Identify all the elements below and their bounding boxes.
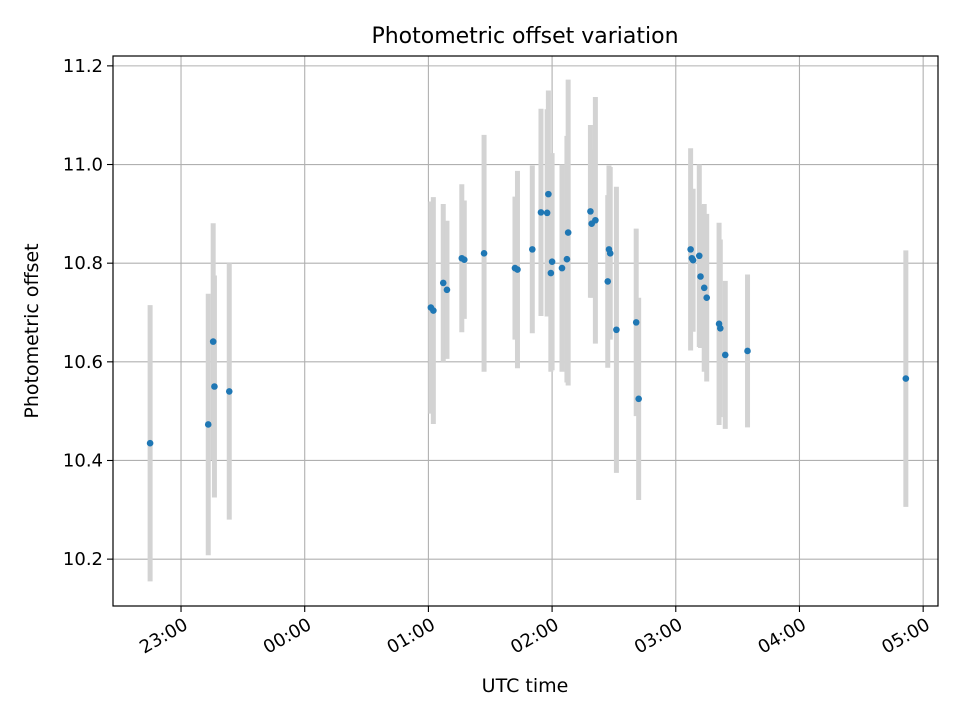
data-point bbox=[700, 284, 708, 292]
data-point bbox=[613, 326, 620, 334]
data-point bbox=[225, 388, 233, 395]
data-point bbox=[695, 252, 703, 260]
data-point bbox=[689, 256, 697, 264]
x-tick-label: 05:00 bbox=[878, 614, 933, 658]
y-tick-label: 10.4 bbox=[63, 450, 103, 471]
data-point bbox=[543, 209, 551, 217]
data-point bbox=[558, 264, 566, 272]
y-tick-label: 10.2 bbox=[63, 549, 103, 570]
data-point bbox=[480, 250, 488, 257]
data-point bbox=[564, 229, 572, 236]
data-point bbox=[430, 307, 437, 314]
data-point bbox=[209, 338, 217, 345]
x-tick-label: 04:00 bbox=[755, 614, 810, 658]
x-tick-label: 00:00 bbox=[260, 614, 315, 658]
data-point bbox=[632, 319, 640, 326]
y-tick-label: 10.6 bbox=[63, 352, 103, 373]
y-tick-label: 11.0 bbox=[63, 155, 103, 176]
chart-title: Photometric offset variation bbox=[371, 24, 678, 49]
data-point bbox=[606, 250, 614, 257]
data-point bbox=[204, 421, 212, 428]
x-tick-label: 03:00 bbox=[631, 614, 686, 658]
data-point bbox=[146, 439, 154, 447]
data-point bbox=[587, 208, 594, 215]
data-point bbox=[592, 216, 599, 224]
data-point bbox=[548, 258, 556, 265]
plot-area-frame bbox=[112, 55, 939, 607]
data-point bbox=[439, 279, 447, 287]
data-point bbox=[902, 375, 910, 382]
grid-lines bbox=[113, 56, 938, 606]
data-point bbox=[547, 269, 555, 277]
x-tick-label: 23:00 bbox=[136, 614, 191, 658]
data-point bbox=[545, 190, 552, 198]
data-point bbox=[721, 351, 729, 359]
data-point bbox=[703, 294, 711, 302]
y-axis: 10.2 10.4 10.6 10.8 11.0 11.2 bbox=[63, 56, 113, 570]
data-point bbox=[537, 209, 545, 216]
data-point bbox=[563, 255, 571, 263]
data-point bbox=[697, 273, 704, 280]
error-bars bbox=[147, 79, 909, 582]
data-point bbox=[514, 266, 521, 273]
x-axis-label: UTC time bbox=[482, 675, 569, 697]
data-point bbox=[635, 395, 642, 403]
data-point bbox=[211, 383, 218, 390]
data-point bbox=[529, 246, 536, 253]
y-axis-label: Photometric offset bbox=[21, 243, 43, 418]
y-tick-label: 10.8 bbox=[63, 253, 103, 274]
data-point bbox=[443, 286, 451, 294]
x-tick-label: 01:00 bbox=[383, 614, 438, 658]
y-tick-label: 11.2 bbox=[63, 56, 103, 77]
x-axis: 23:00 00:00 01:00 02:00 03:00 04:00 05:00 bbox=[136, 606, 934, 658]
x-tick-label: 02:00 bbox=[507, 614, 562, 658]
data-point bbox=[744, 347, 751, 355]
data-points bbox=[146, 190, 910, 447]
data-point bbox=[460, 256, 468, 264]
data-point bbox=[687, 246, 694, 253]
data-point bbox=[717, 324, 724, 332]
data-point bbox=[604, 278, 612, 285]
